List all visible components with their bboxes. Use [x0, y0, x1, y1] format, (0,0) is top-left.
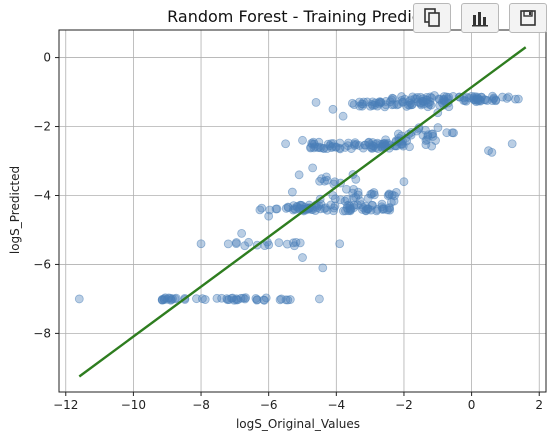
- scatter-point: [312, 98, 320, 106]
- y-axis-label: logS_Predicted: [8, 166, 22, 254]
- scatter-point: [351, 139, 359, 147]
- scatter-point: [273, 205, 281, 213]
- scatter-point: [330, 204, 338, 212]
- scatter-point: [450, 129, 458, 137]
- x-tick-label: −4: [327, 398, 345, 412]
- scatter-point: [321, 177, 329, 185]
- scatter-point: [434, 124, 442, 132]
- scatter-point: [385, 191, 393, 199]
- scatter-point: [282, 140, 290, 148]
- scatter-point: [290, 242, 298, 250]
- scatter-point: [197, 240, 205, 248]
- scatter-point: [245, 238, 253, 246]
- y-tick-label: −4: [33, 188, 51, 202]
- scatter-point: [329, 105, 337, 113]
- scatter-point: [309, 164, 317, 172]
- scatter-point: [224, 240, 232, 248]
- scatter-point: [256, 206, 264, 214]
- scatter-point: [198, 295, 206, 303]
- scatter-point: [307, 143, 315, 151]
- trend-line: [79, 47, 525, 376]
- scatter-point: [508, 140, 516, 148]
- scatter-point: [405, 143, 413, 151]
- scatter-point: [232, 240, 240, 248]
- y-tick-label: −6: [33, 257, 51, 271]
- scatter-point: [400, 178, 408, 186]
- scatter-point: [430, 92, 438, 100]
- scatter-point: [275, 239, 283, 247]
- scatter-point: [238, 229, 246, 237]
- chart-toolbar: [413, 3, 547, 33]
- scatter-point: [277, 295, 285, 303]
- x-tick-label: −10: [121, 398, 146, 412]
- save-button[interactable]: [509, 3, 547, 33]
- x-tick-label: −6: [260, 398, 278, 412]
- x-tick-label: 2: [535, 398, 543, 412]
- scatter-points: [75, 92, 522, 305]
- x-axis-label: logS_Original_Values: [236, 417, 360, 431]
- scatter-point: [346, 204, 354, 212]
- scatter-point: [260, 296, 268, 304]
- scatter-point: [265, 241, 273, 249]
- scatter-point: [473, 95, 481, 103]
- scatter-point: [288, 188, 296, 196]
- scatter-point: [265, 212, 273, 220]
- scatter-point: [348, 99, 356, 107]
- scatter-point: [299, 136, 307, 144]
- scatter-point: [167, 296, 175, 304]
- scatter-point: [319, 264, 327, 272]
- scatter-point: [218, 294, 226, 302]
- scatter-point: [489, 92, 497, 100]
- scatter-point: [315, 295, 323, 303]
- scatter-point: [382, 136, 390, 144]
- x-tick-label: −2: [395, 398, 413, 412]
- scatter-point: [399, 98, 407, 106]
- trend-line-group: [79, 47, 525, 376]
- scatter-point: [232, 296, 240, 304]
- scatter-point: [358, 205, 366, 213]
- scatter-point: [331, 195, 339, 203]
- y-tick-label: −2: [33, 120, 51, 134]
- scatter-point: [503, 94, 511, 102]
- scatter-point: [339, 112, 347, 120]
- scatter-point: [370, 142, 378, 150]
- scatter-point: [253, 296, 261, 304]
- chart-title: Random Forest - Training Predict: [167, 7, 427, 26]
- scatter-point: [460, 97, 468, 105]
- scatter-point: [290, 205, 298, 213]
- x-tick-label: −12: [53, 398, 78, 412]
- copy-icon: [423, 8, 441, 28]
- scatter-point: [158, 296, 166, 304]
- scatter-point: [514, 95, 522, 103]
- scatter-point: [286, 296, 294, 304]
- scatter-point: [424, 132, 432, 140]
- y-tick-label: 0: [43, 51, 51, 65]
- chart-button[interactable]: [461, 3, 499, 33]
- scatter-point: [364, 194, 372, 202]
- save-icon: [519, 9, 537, 27]
- scatter-point: [327, 140, 335, 148]
- scatter-point: [420, 98, 428, 106]
- x-tick-label: −8: [192, 398, 210, 412]
- x-tick-label: 0: [468, 398, 476, 412]
- scatter-point: [299, 254, 307, 262]
- y-tick-label: −8: [33, 326, 51, 340]
- scatter-point: [350, 185, 358, 193]
- scatter-point: [488, 148, 496, 156]
- copy-button[interactable]: [413, 3, 451, 33]
- bar-chart-icon: [471, 9, 489, 27]
- scatter-point: [369, 98, 377, 106]
- scatter-point: [336, 240, 344, 248]
- scatter-point: [388, 101, 396, 109]
- scatter-point: [379, 205, 387, 213]
- scatter-point: [295, 171, 303, 179]
- scatter-point: [343, 195, 351, 203]
- scatter-point: [356, 197, 364, 205]
- scatter-point: [75, 295, 83, 303]
